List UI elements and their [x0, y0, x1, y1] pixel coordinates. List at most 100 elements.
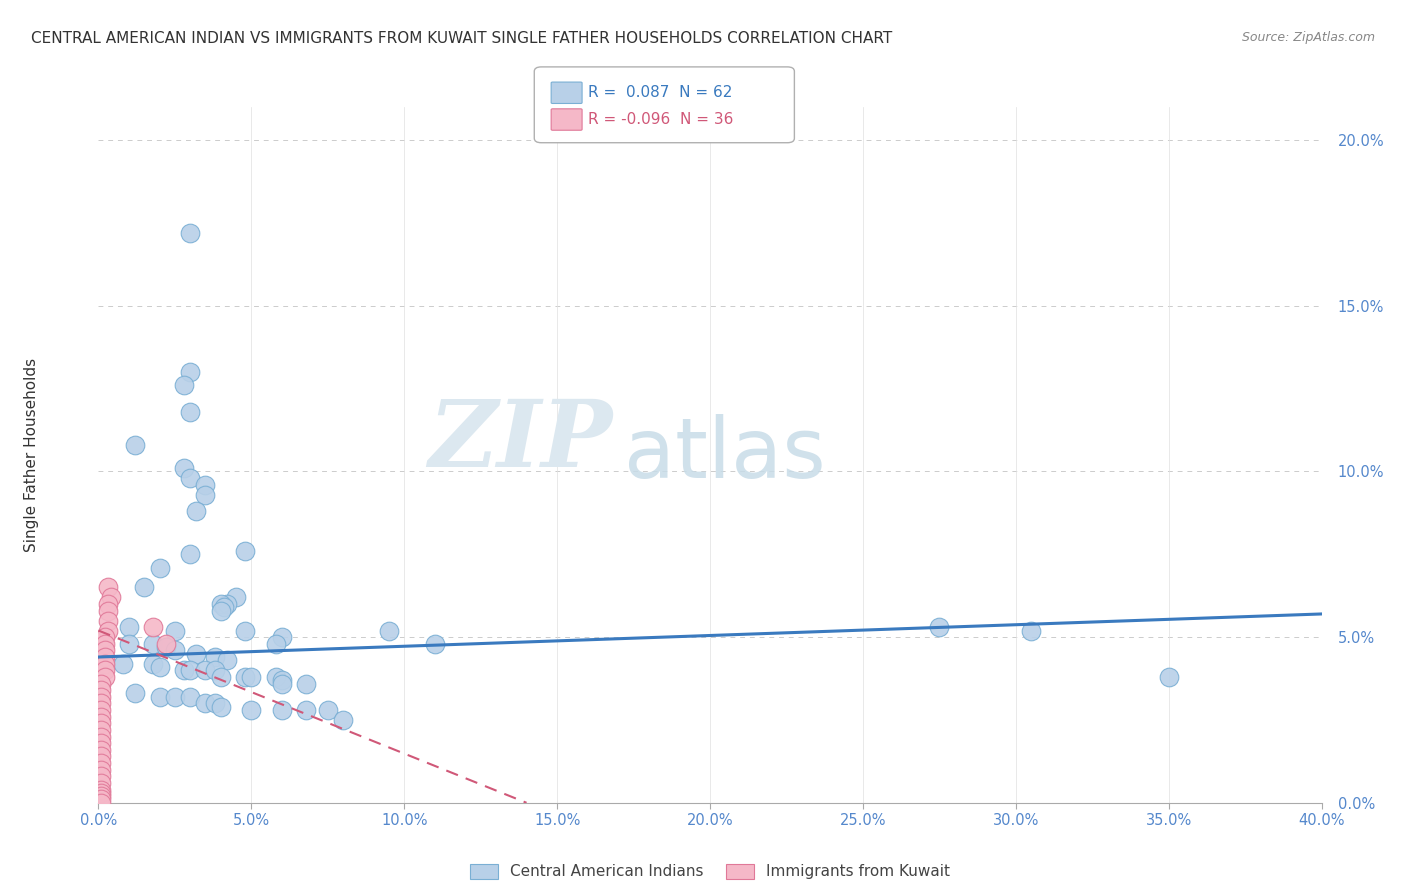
Point [295, 703, 318, 717]
Point [295, 676, 318, 690]
Text: atlas: atlas [624, 415, 827, 495]
Point [270, 630, 292, 644]
Point [209, 604, 232, 618]
Point [90, 709, 112, 723]
Point [90, 683, 112, 698]
Point [225, 591, 247, 605]
Point [97, 614, 120, 628]
Point [423, 637, 446, 651]
Point [97, 581, 120, 595]
Point [233, 670, 256, 684]
Point [173, 378, 195, 392]
Point [90, 723, 112, 737]
Point [204, 663, 226, 677]
Point [118, 637, 141, 651]
Point [1019, 624, 1042, 638]
Point [179, 471, 201, 485]
Point [93, 630, 115, 644]
Point [233, 544, 256, 558]
Point [90, 730, 112, 744]
Point [173, 461, 195, 475]
Point [163, 624, 186, 638]
Point [142, 657, 165, 671]
Point [90, 769, 112, 783]
Point [240, 670, 263, 684]
Point [209, 597, 232, 611]
Point [97, 597, 120, 611]
Point [163, 690, 186, 704]
Point [142, 637, 165, 651]
Point [149, 660, 172, 674]
Point [93, 670, 115, 684]
Point [100, 591, 122, 605]
Point [215, 653, 238, 667]
Point [264, 637, 287, 651]
Point [93, 637, 115, 651]
Point [90, 756, 112, 770]
Point [179, 690, 201, 704]
Point [209, 699, 232, 714]
Point [332, 713, 354, 727]
Point [149, 690, 172, 704]
Point [316, 703, 339, 717]
Point [179, 226, 201, 240]
Point [928, 620, 950, 634]
Point [124, 686, 146, 700]
Point [264, 670, 287, 684]
Point [194, 663, 217, 677]
Point [93, 663, 115, 677]
Point [270, 703, 292, 717]
Text: R =  0.087  N = 62: R = 0.087 N = 62 [588, 86, 733, 100]
Point [90, 776, 112, 790]
Point [97, 624, 120, 638]
Point [90, 763, 112, 777]
Point [270, 676, 292, 690]
Point [90, 697, 112, 711]
Point [194, 488, 217, 502]
Point [118, 620, 141, 634]
Point [111, 657, 134, 671]
Point [179, 547, 201, 561]
Point [186, 504, 208, 518]
Point [90, 789, 112, 804]
Point [93, 657, 115, 671]
Point [90, 690, 112, 704]
Point [90, 743, 112, 757]
Point [93, 643, 115, 657]
Point [97, 604, 120, 618]
Legend: Central American Indians, Immigrants from Kuwait: Central American Indians, Immigrants fro… [464, 858, 956, 886]
Point [90, 782, 112, 797]
Point [215, 597, 238, 611]
Point [90, 796, 112, 810]
Point [186, 647, 208, 661]
Point [240, 703, 263, 717]
Text: Single Father Households: Single Father Households [24, 358, 38, 552]
Point [90, 676, 112, 690]
Point [212, 600, 235, 615]
Point [155, 637, 177, 651]
Point [163, 643, 186, 657]
Point [90, 716, 112, 731]
Point [1157, 670, 1180, 684]
Text: ZIP: ZIP [427, 396, 612, 486]
Point [194, 697, 217, 711]
Point [90, 703, 112, 717]
Point [134, 581, 156, 595]
Text: R = -0.096  N = 36: R = -0.096 N = 36 [588, 112, 733, 127]
Point [90, 792, 112, 806]
Point [179, 405, 201, 419]
Point [179, 663, 201, 677]
Point [209, 670, 232, 684]
Point [124, 438, 146, 452]
Text: Source: ZipAtlas.com: Source: ZipAtlas.com [1241, 31, 1375, 45]
Point [179, 365, 201, 379]
Point [378, 624, 401, 638]
Point [233, 624, 256, 638]
Point [204, 650, 226, 665]
Point [93, 650, 115, 665]
Point [90, 736, 112, 750]
Text: CENTRAL AMERICAN INDIAN VS IMMIGRANTS FROM KUWAIT SINGLE FATHER HOUSEHOLDS CORRE: CENTRAL AMERICAN INDIAN VS IMMIGRANTS FR… [31, 31, 893, 46]
Point [142, 620, 165, 634]
Point [90, 786, 112, 800]
Point [204, 697, 226, 711]
